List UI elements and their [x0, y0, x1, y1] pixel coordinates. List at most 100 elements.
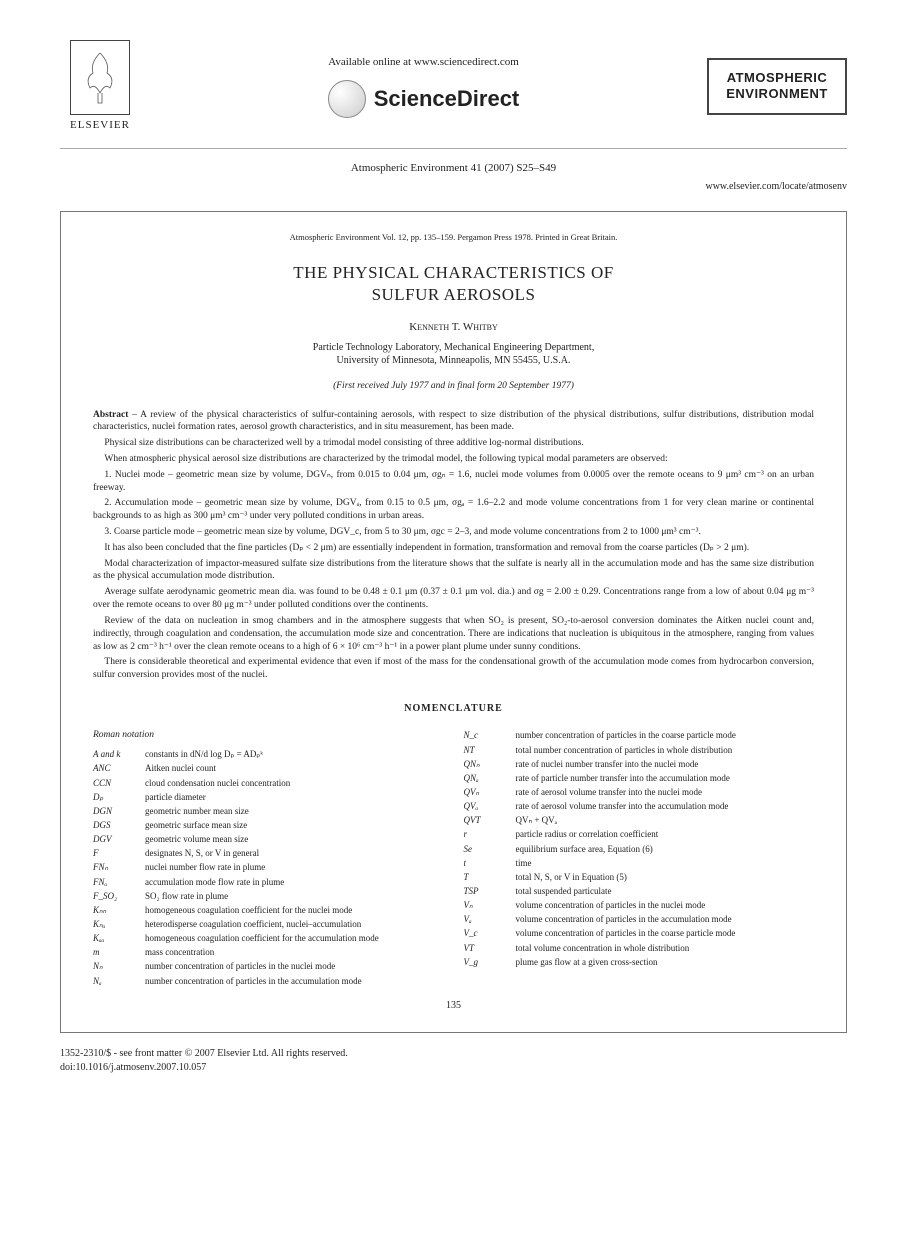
nomenclature-definition: SO₂ flow rate in plume [145, 890, 444, 902]
nomenclature-row: Nₐnumber concentration of particles in t… [93, 975, 444, 987]
nomenclature-symbol: N_c [464, 729, 516, 741]
affiliation: Particle Technology Laboratory, Mechanic… [93, 341, 814, 368]
abstract-p3: When atmospheric physical aerosol size d… [93, 453, 814, 466]
elsevier-block: ELSEVIER [60, 40, 140, 133]
journal-name-line1: ATMOSPHERIC [717, 70, 837, 87]
nomenclature-row: DGSgeometric surface mean size [93, 819, 444, 831]
nomenclature-symbol: NT [464, 744, 516, 756]
nomenclature-row: NTtotal number concentration of particle… [464, 744, 815, 756]
journal-title-box: ATMOSPHERIC ENVIRONMENT [707, 58, 847, 116]
nomenclature-symbol: QVₐ [464, 800, 516, 812]
nomenclature-symbol: FNₙ [93, 861, 145, 873]
nomenclature-symbol: Dₚ [93, 791, 145, 803]
nomenclature-row: ANCAitken nuclei count [93, 762, 444, 774]
nomenclature-symbol: Vₐ [464, 913, 516, 925]
abstract-p4: 1. Nuclei mode – geometric mean size by … [93, 469, 814, 495]
affiliation-line2: University of Minnesota, Minneapolis, MN… [93, 354, 814, 368]
nomenclature-definition: Aitken nuclei count [145, 762, 444, 774]
nomenclature-definition: rate of particle number transfer into th… [516, 772, 815, 784]
nomenclature-row: Nₙnumber concentration of particles in t… [93, 960, 444, 972]
sciencedirect-block: Available online at www.sciencedirect.co… [328, 55, 520, 118]
nomenclature-definition: homogeneous coagulation coefficient for … [145, 932, 444, 944]
nomenclature-symbol: Kₐₐ [93, 932, 145, 944]
nomenclature-definition: QVₙ + QVₐ [516, 814, 815, 826]
nomenclature-row: N_cnumber concentration of particles in … [464, 729, 815, 741]
nomenclature-symbol: FNₐ [93, 876, 145, 888]
nomenclature-symbol: Nₐ [93, 975, 145, 987]
nomenclature-symbol: F [93, 847, 145, 859]
nomenclature-definition: geometric surface mean size [145, 819, 444, 831]
sciencedirect-logo: ScienceDirect [328, 80, 520, 118]
nomenclature-symbol: DGN [93, 805, 145, 817]
abstract-p9: Average sulfate aerodynamic geometric me… [93, 586, 814, 612]
nomenclature-symbol: r [464, 828, 516, 840]
nomenclature-row: Kₙₙhomogeneous coagulation coefficient f… [93, 904, 444, 916]
nomenclature-symbol: QVₙ [464, 786, 516, 798]
nomenclature-row: V_cvolume concentration of particles in … [464, 927, 815, 939]
title-line1: THE PHYSICAL CHARACTERISTICS OF [93, 262, 814, 284]
nomenclature-symbol: DGS [93, 819, 145, 831]
nomenclature-definition: rate of aerosol volume transfer into the… [516, 800, 815, 812]
nomenclature-definition: equilibrium surface area, Equation (6) [516, 843, 815, 855]
nomenclature-row: FNₐaccumulation mode flow rate in plume [93, 876, 444, 888]
nomenclature-row: Kₐₐhomogeneous coagulation coefficient f… [93, 932, 444, 944]
nomenclature-symbol: VT [464, 942, 516, 954]
nomenclature-symbol: DGV [93, 833, 145, 845]
journal-url: www.elsevier.com/locate/atmosenv [60, 180, 847, 194]
nomenclature-definition: constants in dN/d log Dₚ = ADₚᵏ [145, 748, 444, 760]
elsevier-label: ELSEVIER [70, 118, 130, 133]
nomenclature-symbol: Kₙₐ [93, 918, 145, 930]
nomenclature-symbol: V_g [464, 956, 516, 968]
nomenclature-definition: particle diameter [145, 791, 444, 803]
nomenclature-row: CCNcloud condensation nuclei concentrati… [93, 777, 444, 789]
nomenclature-definition: number concentration of particles in the… [145, 960, 444, 972]
nomenclature-row: rparticle radius or correlation coeffici… [464, 828, 815, 840]
elsevier-tree-icon [70, 40, 130, 115]
nomenclature-row: V_gplume gas flow at a given cross-secti… [464, 956, 815, 968]
nomenclature-row: Dₚparticle diameter [93, 791, 444, 803]
nomenclature-row: QVₙrate of aerosol volume transfer into … [464, 786, 815, 798]
nomenclature-definition: total N, S, or V in Equation (5) [516, 871, 815, 883]
nomenclature-definition: volume concentration of particles in the… [516, 927, 815, 939]
nomenclature-row: ttime [464, 857, 815, 869]
nomenclature-definition: mass concentration [145, 946, 444, 958]
nomenclature-row: QVTQVₙ + QVₐ [464, 814, 815, 826]
abstract-p2: Physical size distributions can be chara… [93, 437, 814, 450]
sciencedirect-globe-icon [328, 80, 366, 118]
nomenclature-heading: NOMENCLATURE [93, 702, 814, 716]
received-dates: (First received July 1977 and in final f… [93, 380, 814, 393]
reprint-frame: Atmospheric Environment Vol. 12, pp. 135… [60, 211, 847, 1033]
nomenclature-row: QNₙrate of nuclei number transfer into t… [464, 758, 815, 770]
nomenclature-definition: designates N, S, or V in general [145, 847, 444, 859]
nomenclature-definition: geometric volume mean size [145, 833, 444, 845]
nomenclature-symbol: QVT [464, 814, 516, 826]
nomenclature-row: mmass concentration [93, 946, 444, 958]
paper-title: THE PHYSICAL CHARACTERISTICS OF SULFUR A… [93, 262, 814, 306]
nomenclature-definition: total suspended particulate [516, 885, 815, 897]
abstract-p10: Review of the data on nucleation in smog… [93, 615, 814, 653]
nomenclature-symbol: Kₙₙ [93, 904, 145, 916]
nomenclature-symbol: TSP [464, 885, 516, 897]
copyright-line: 1352-2310/$ - see front matter © 2007 El… [60, 1047, 847, 1061]
nomenclature-symbol: QNₙ [464, 758, 516, 770]
nomenclature-row: FNₙnuclei number flow rate in plume [93, 861, 444, 873]
nomenclature-definition: homogeneous coagulation coefficient for … [145, 904, 444, 916]
nomenclature-definition: total volume concentration in whole dist… [516, 942, 815, 954]
roman-notation-heading: Roman notation [93, 729, 444, 742]
abstract-p8: Modal characterization of impactor-measu… [93, 558, 814, 584]
original-page-number: 135 [93, 999, 814, 1013]
nomenclature-symbol: T [464, 871, 516, 883]
nomenclature-definition: volume concentration of particles in the… [516, 913, 815, 925]
abstract-p1: Abstract – A review of the physical char… [93, 409, 814, 435]
nomenclature-definition: heterodisperse coagulation coefficient, … [145, 918, 444, 930]
abstract: Abstract – A review of the physical char… [93, 409, 814, 682]
abstract-p11: There is considerable theoretical and ex… [93, 656, 814, 682]
nomenclature-symbol: V_c [464, 927, 516, 939]
nomenclature-row: Kₙₐheterodisperse coagulation coefficien… [93, 918, 444, 930]
nomenclature-symbol: Nₙ [93, 960, 145, 972]
nomenclature-definition: cloud condensation nuclei concentration [145, 777, 444, 789]
nomenclature-symbol: CCN [93, 777, 145, 789]
nomenclature-definition: rate of aerosol volume transfer into the… [516, 786, 815, 798]
nomenclature-row: Vₐvolume concentration of particles in t… [464, 913, 815, 925]
nomenclature-definition: plume gas flow at a given cross-section [516, 956, 815, 968]
